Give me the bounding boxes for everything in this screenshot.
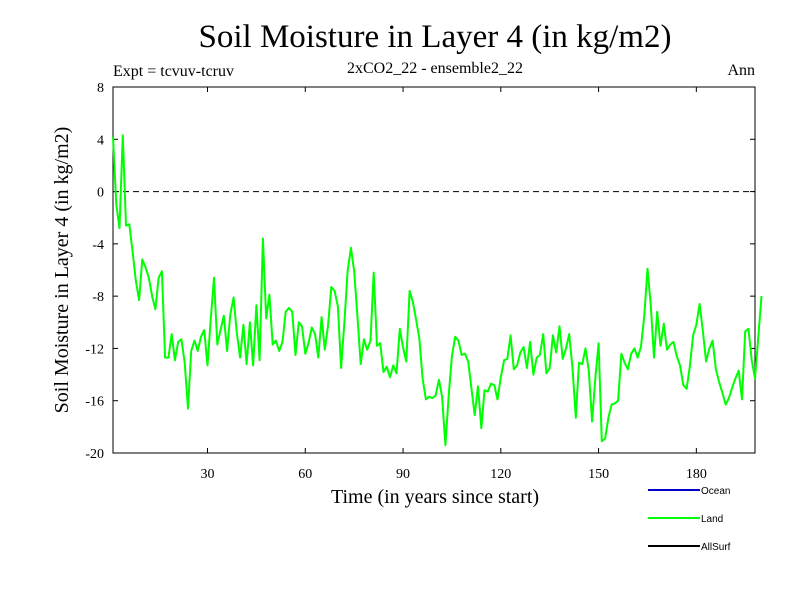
y-tick-label: -12 xyxy=(85,342,104,357)
y-tick-label: -4 xyxy=(92,238,104,253)
legend-label-land: Land xyxy=(701,514,723,525)
y-tick-label: 8 xyxy=(97,81,104,96)
chart-subtitle: 2xCO2_22 - ensemble2_22 xyxy=(347,60,523,77)
y-tick-label: 0 xyxy=(97,186,104,201)
x-tick-label: 150 xyxy=(588,467,609,482)
x-tick-label: 60 xyxy=(298,467,312,482)
chart-title: Soil Moisture in Layer 4 (in kg/m2) xyxy=(199,19,672,55)
plot-frame xyxy=(112,86,756,454)
x-tick-label: 30 xyxy=(201,467,215,482)
legend-label-ocean: Ocean xyxy=(701,486,730,497)
y-tick-label: -16 xyxy=(85,395,104,410)
y-tick-label: -20 xyxy=(85,447,104,462)
series-layer xyxy=(112,134,763,447)
y-axis-label: Soil Moisture in Layer 4 (in kg/m2) xyxy=(51,127,73,414)
x-axis: 30 60 90 120 150 180 xyxy=(201,87,707,482)
legend-label-allsurf: AllSurf xyxy=(701,542,731,553)
experiment-note: Expt = tcvuv-tcruv xyxy=(113,63,234,80)
x-axis-label: Time (in years since start) xyxy=(331,486,539,508)
y-axis: 8 4 0 -4 -8 -12 -16 -20 xyxy=(85,81,755,462)
series-line-land xyxy=(112,134,763,447)
y-tick-label: -8 xyxy=(92,290,104,305)
legend: Ocean Land AllSurf xyxy=(648,486,731,553)
y-tick-label: 4 xyxy=(97,133,104,148)
x-tick-label: 180 xyxy=(686,467,707,482)
x-tick-label: 120 xyxy=(490,467,511,482)
x-tick-label: 90 xyxy=(396,467,410,482)
period-note: Ann xyxy=(727,62,755,79)
